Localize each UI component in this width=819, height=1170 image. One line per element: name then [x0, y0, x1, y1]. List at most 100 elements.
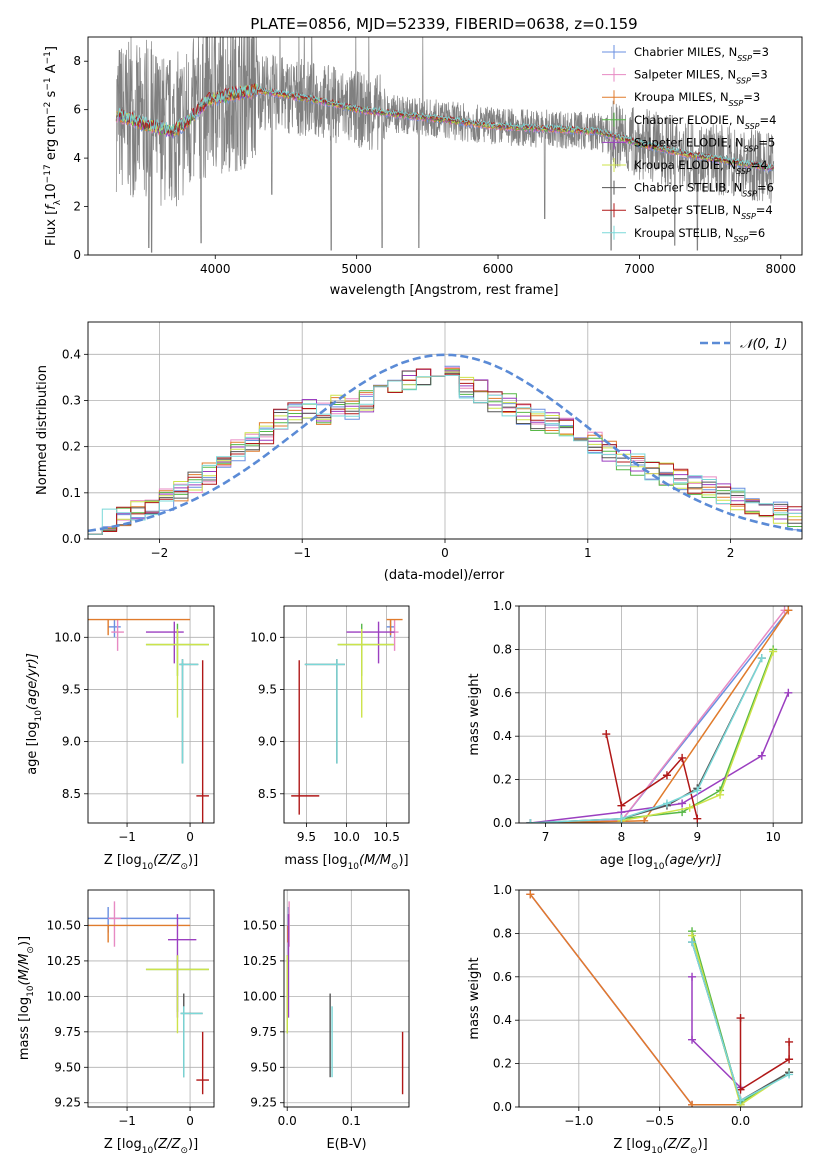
axis-label-part: Z [log	[104, 853, 142, 868]
axes-frame	[87, 36, 803, 256]
chart-spectrum: 4000 5000 6000 7000 8000 0 2 4 6 8 Chabrier MILES,…	[43, 36, 803, 298]
axis-label-part: A	[44, 64, 59, 77]
axis-label: Z [log10(Z/Z⊙)]	[613, 1137, 707, 1156]
axes-frame	[518, 889, 803, 1108]
mass-weight-marker	[784, 688, 793, 697]
legend-count: =3	[752, 45, 769, 59]
axis-label-part: Flux [	[44, 210, 59, 246]
legend-count: =4	[756, 203, 773, 217]
y-tick-label: 10.0	[250, 630, 277, 644]
mass-weight-marker	[678, 799, 687, 808]
mass-weight-marker	[784, 606, 793, 615]
mass-weight-marker	[716, 790, 725, 799]
axis-label-part: 10	[142, 862, 154, 872]
legend-entry: Kroupa ELODIE, NSSP=4	[634, 158, 768, 176]
plot-area	[291, 618, 403, 815]
axis-label: mass [log10(M/M⊙)]	[17, 936, 36, 1060]
legend-count: =3	[751, 68, 768, 82]
x-tick-label: −1	[118, 830, 136, 844]
axis-label-part: 10	[44, 183, 59, 200]
axes-frame	[87, 889, 215, 1108]
axis-label-part: )]	[698, 1137, 708, 1152]
axes-frame	[87, 605, 215, 824]
legend-entry: Kroupa STELIB, NSSP=6	[634, 226, 765, 244]
axis-label-part: )]	[398, 853, 408, 868]
legend-subscript: SSP	[741, 212, 756, 221]
y-tick-label: 0.4	[493, 1013, 512, 1027]
x-tick-label: 1	[584, 546, 592, 560]
mass-weight-marker	[688, 1100, 697, 1107]
y-axis-label: mass weight	[467, 957, 482, 1039]
x-axis-label: E(B-V)	[326, 1137, 366, 1152]
axis-label-part: (Z/Z	[153, 1137, 181, 1152]
y-tick-label: 0.2	[493, 1057, 512, 1071]
figure-title: PLATE=0856, MJD=52339, FIBERID=0638, z=0…	[250, 15, 637, 33]
y-tick-label: 0.4	[493, 729, 512, 743]
y-tick-label: 9.75	[250, 1025, 277, 1039]
mass-weight-marker	[662, 799, 671, 808]
axes-frame	[283, 889, 410, 1108]
axis-label-part: 10	[653, 862, 665, 872]
axis-label-part: −2	[43, 102, 53, 115]
y-axis-label: Normed distribution	[35, 365, 50, 495]
mass-weight-line-6	[621, 651, 774, 822]
y-tick-label: 9.25	[250, 1096, 277, 1110]
chart-age-vs-metallicity: −1 08.59.09.510.0Z [log10(Z/Z⊙)]age [log1…	[25, 605, 215, 872]
legend-entry: Chabrier MILES, NSSP=3	[634, 45, 769, 63]
y-tick-label: 0.0	[493, 816, 512, 830]
mass-weight-marker	[769, 647, 778, 656]
x-tick-label: 0.0	[731, 1114, 750, 1128]
axis-label-part: age [log	[25, 722, 40, 775]
y-tick-label: 0.6	[493, 686, 512, 700]
x-tick-label: 9.5	[297, 830, 316, 844]
mass-weight-marker	[602, 730, 611, 739]
legend-subscript: SSP	[729, 99, 744, 108]
y-tick-label: 4	[73, 151, 81, 165]
mass-weight-marker	[688, 938, 697, 947]
mass-weight-marker	[685, 803, 694, 812]
y-tick-label: 10.00	[47, 989, 81, 1003]
y-tick-label: 9.0	[62, 735, 81, 749]
y-tick-label: 0.2	[493, 773, 512, 787]
legend-entry: Chabrier STELIB, NSSP=6	[634, 181, 774, 199]
x-tick-label: 7	[542, 830, 550, 844]
mass-weight-line-8	[739, 1018, 790, 1091]
y-tick-label: 0.6	[493, 970, 512, 984]
axis-label-part: −1	[43, 77, 53, 90]
axis-label-part: ⊙	[26, 946, 36, 954]
x-tick-label: 4000	[200, 262, 231, 276]
axes-frame	[283, 605, 410, 824]
axis-label-part: s	[44, 90, 59, 101]
axis-label-part: Z [log	[104, 1137, 142, 1152]
legend-subscript: SSP	[742, 189, 757, 198]
mass-weight-marker	[526, 890, 535, 899]
x-tick-label: −2	[151, 546, 169, 560]
axis-label: Z [log10(Z/Z⊙)]	[104, 1137, 198, 1156]
axis-label: mass [log10(M/M⊙)]	[284, 853, 408, 872]
axis-label-part: ⊙	[690, 1146, 698, 1156]
axis-label-part: f	[44, 203, 59, 210]
mass-weight-marker	[736, 1014, 745, 1023]
model-spectrum-9	[115, 83, 775, 169]
axis-label-part: )]	[188, 1137, 198, 1152]
legend-subscript: SSP	[744, 144, 759, 153]
y-tick-label: 8.5	[258, 787, 277, 801]
axis-label-part: 10	[26, 985, 36, 997]
legend-entry: Chabrier ELODIE, NSSP=4	[634, 113, 776, 131]
y-axis-label: mass weight	[467, 673, 482, 755]
plot-area	[88, 618, 209, 823]
y-tick-label: 10.25	[47, 954, 81, 968]
mass-weight-marker	[736, 1096, 745, 1105]
mass-weight-marker	[678, 753, 687, 762]
mass-weight-marker	[640, 816, 649, 823]
observed-spectrum	[115, 37, 775, 253]
legend-subscript: SSP	[736, 167, 751, 176]
legend-count: =6	[748, 226, 765, 240]
axis-label: Z [log10(Z/Z⊙)]	[104, 853, 198, 872]
legend-count: =4	[751, 158, 768, 172]
y-tick-label: 8.5	[62, 787, 81, 801]
x-tick-label: 0.1	[342, 1114, 361, 1128]
